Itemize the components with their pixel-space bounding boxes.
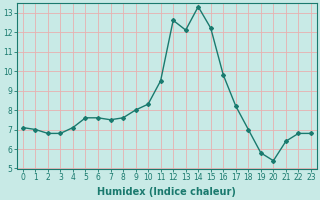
X-axis label: Humidex (Indice chaleur): Humidex (Indice chaleur) [98, 187, 236, 197]
